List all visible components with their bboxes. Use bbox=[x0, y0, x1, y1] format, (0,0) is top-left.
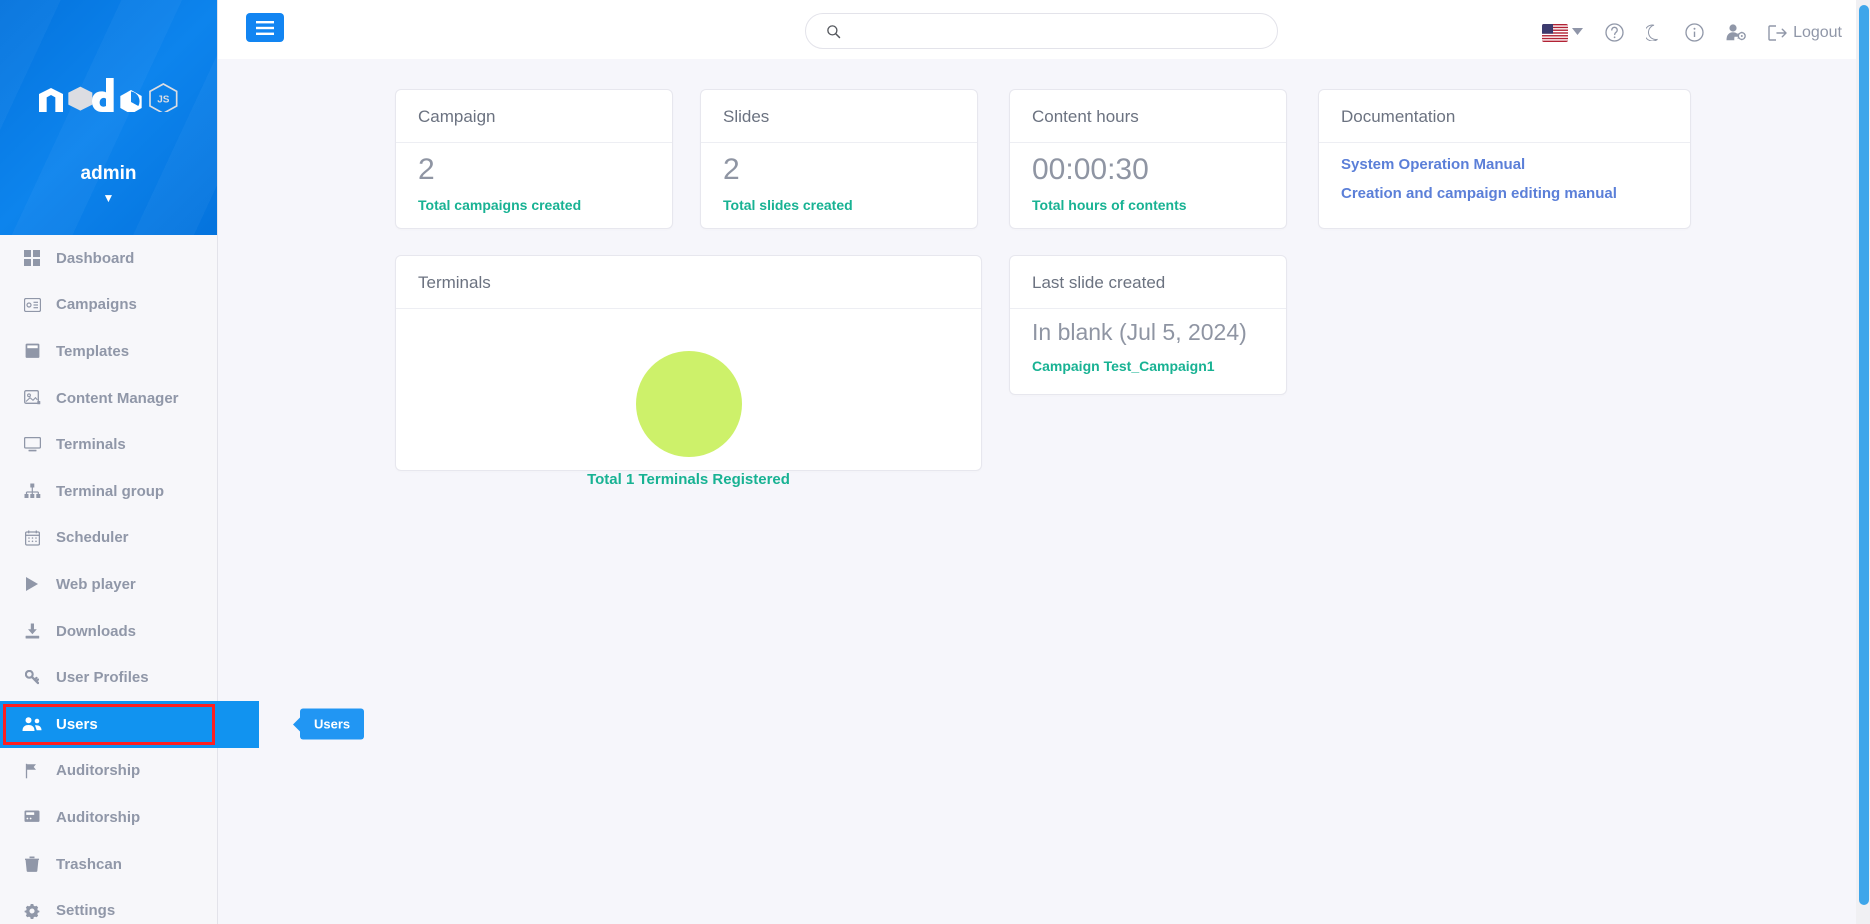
svg-text:JS: JS bbox=[157, 95, 170, 106]
